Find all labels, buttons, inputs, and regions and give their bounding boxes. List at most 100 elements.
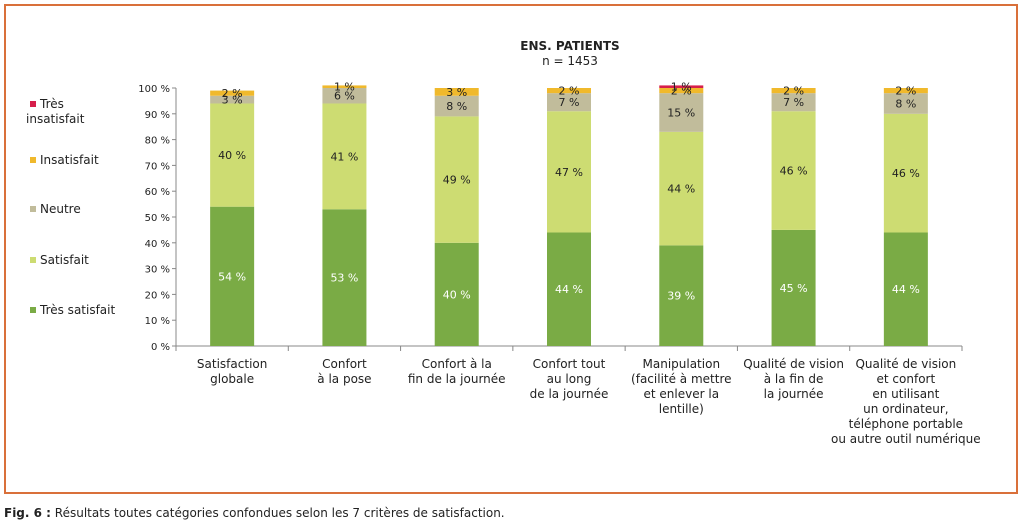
data-label: 46 % <box>780 165 808 178</box>
data-label: 15 % <box>667 107 695 120</box>
data-label: 3 % <box>446 86 467 99</box>
legend-swatch <box>30 257 36 263</box>
y-tick-label: 60 % <box>145 187 170 198</box>
data-label: 7 % <box>559 96 580 109</box>
bar-segment <box>322 103 367 210</box>
y-tick-label: 40 % <box>145 239 170 250</box>
x-category-label: téléphone portable <box>849 417 963 431</box>
chart-subtitle: n = 1453 <box>542 54 598 68</box>
bar-segment <box>322 209 367 346</box>
legend-label: Satisfait <box>40 253 89 267</box>
x-category-label: ou autre outil numérique <box>831 432 981 446</box>
y-tick-label: 10 % <box>145 316 170 327</box>
x-category-label: au long <box>547 372 592 386</box>
bar-segment <box>771 111 816 230</box>
bar-segment <box>883 88 928 94</box>
y-tick-label: 90 % <box>145 110 170 121</box>
data-label: 39 % <box>667 290 695 303</box>
bar-segment <box>659 85 704 88</box>
data-label: 2 % <box>222 87 243 100</box>
data-label: 1 % <box>671 81 692 94</box>
x-category-label: et confort <box>877 372 936 386</box>
bar-segment <box>322 88 367 104</box>
legend-label: Insatisfait <box>40 153 99 167</box>
x-category-label: Qualité de vision <box>855 357 956 371</box>
legend-swatch <box>30 206 36 212</box>
legend-swatch <box>30 157 36 163</box>
x-category-label: Satisfaction <box>197 357 267 371</box>
bar-segment <box>434 242 479 346</box>
bar-segment <box>771 93 816 112</box>
data-label: 44 % <box>892 283 920 296</box>
bar-segment <box>883 93 928 114</box>
data-label: 53 % <box>330 272 358 285</box>
bar-segment <box>547 111 591 233</box>
bar-segment <box>210 206 255 346</box>
bar-segment <box>210 103 255 207</box>
data-label: 40 % <box>218 149 246 162</box>
bar-segment <box>659 88 704 94</box>
legend-label: Très satisfait <box>39 303 115 317</box>
data-label: 2 % <box>783 85 804 98</box>
data-label: 54 % <box>218 270 246 283</box>
bar-segment <box>322 85 367 88</box>
data-label: 40 % <box>443 288 471 301</box>
data-label: 7 % <box>783 96 804 109</box>
bar-segment <box>659 93 704 132</box>
x-category-label: et enlever la <box>644 387 720 401</box>
bar-segment <box>434 116 479 243</box>
data-label: 44 % <box>667 183 695 196</box>
bar-segment <box>547 93 591 112</box>
data-label: 2 % <box>559 85 580 98</box>
x-category-label: à la pose <box>317 372 371 386</box>
legend-label: Très <box>39 97 64 111</box>
x-category-label: Qualité de vision <box>743 357 844 371</box>
bar-segment <box>434 95 479 117</box>
data-label: 1 % <box>334 81 355 94</box>
data-label: 44 % <box>555 283 583 296</box>
x-category-label: Manipulation <box>643 357 721 371</box>
x-category-label: un ordinateur, <box>863 402 948 416</box>
x-category-label: Confort <box>322 357 367 371</box>
bar-segment <box>883 232 928 346</box>
bar-segment <box>547 232 591 346</box>
data-label: 45 % <box>780 282 808 295</box>
y-tick-label: 80 % <box>145 136 170 147</box>
data-label: 41 % <box>330 150 358 163</box>
data-label: 49 % <box>443 174 471 187</box>
bar-segment <box>771 229 816 346</box>
x-category-label: globale <box>210 372 254 386</box>
caption-label: Fig. 6 : <box>4 506 51 520</box>
y-tick-label: 0 % <box>151 342 170 353</box>
legend-label: insatisfait <box>26 112 85 126</box>
y-tick-label: 20 % <box>145 290 170 301</box>
chart-frame: ENS. PATIENTS n = 1453 0 % 10 % 20 % 30 % 40 %… <box>4 4 1018 494</box>
bar-segment <box>210 90 255 96</box>
data-label: 2 % <box>895 85 916 98</box>
bar-segment <box>547 88 591 94</box>
bar-segment <box>659 245 704 346</box>
x-category-label: Confort à la <box>422 357 492 371</box>
x-category-label: (facilité à mettre <box>631 372 731 386</box>
x-category-label: de la journée <box>530 387 609 401</box>
data-label: 47 % <box>555 166 583 179</box>
y-tick-label: 30 % <box>145 265 170 276</box>
x-category-label: en utilisant <box>872 387 939 401</box>
data-label: 3 % <box>222 94 243 107</box>
data-label: 8 % <box>895 97 916 110</box>
figure-caption: Fig. 6 : Résultats toutes catégories con… <box>4 506 505 520</box>
chart-title: ENS. PATIENTS <box>520 39 619 53</box>
x-category-label: la journée <box>764 387 824 401</box>
data-label: 8 % <box>446 100 467 113</box>
x-category-label: fin de la journée <box>408 372 506 386</box>
bar-segment <box>659 131 704 246</box>
bar-segment <box>771 88 816 94</box>
x-category-label: lentille) <box>659 402 704 416</box>
bar-segment <box>434 88 479 96</box>
bar-segment <box>210 95 255 104</box>
bar-segment <box>883 113 928 233</box>
caption-text: Résultats toutes catégories confondues s… <box>50 506 505 520</box>
x-category-label: Confort tout <box>533 357 606 371</box>
x-category-label: à la fin de <box>764 372 824 386</box>
